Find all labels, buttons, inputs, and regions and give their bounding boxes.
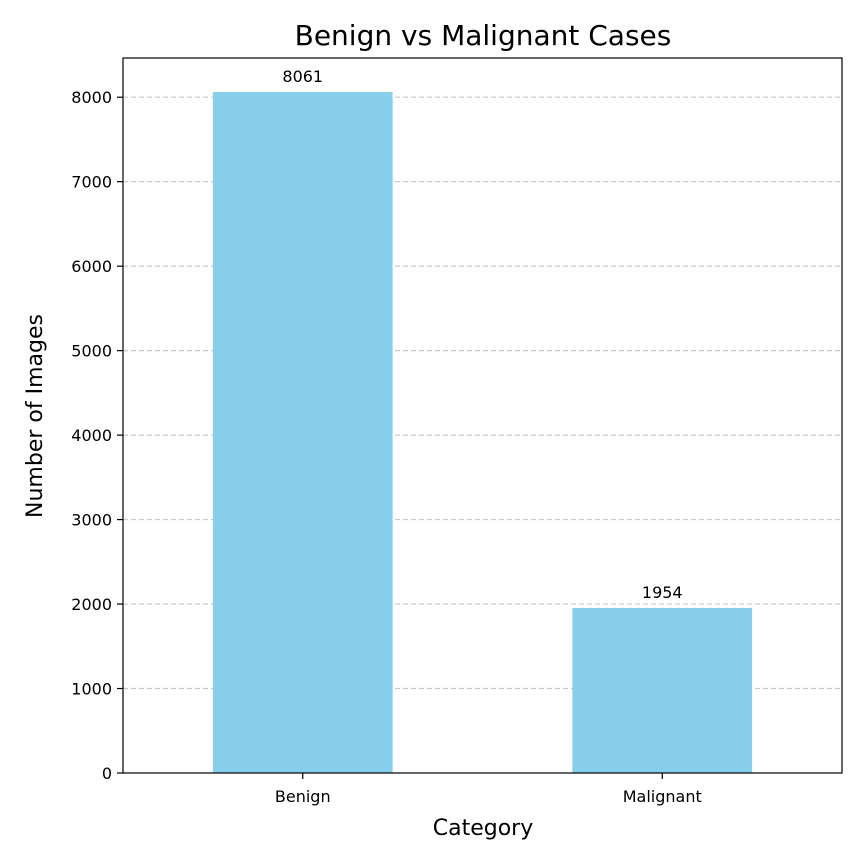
y-axis-label: Number of Images xyxy=(23,314,48,518)
y-tick-label-7: 7000 xyxy=(71,173,112,192)
chart-title: Benign vs Malignant Cases xyxy=(295,19,672,52)
x-axis-ticks: Benign Malignant xyxy=(275,773,702,806)
x-tick-label-benign: Benign xyxy=(275,787,331,806)
y-axis-ticks: 0 1000 2000 3000 4000 5000 6000 7000 8000 xyxy=(71,88,123,783)
bars xyxy=(212,92,753,774)
y-tick-label-0: 0 xyxy=(102,764,112,783)
bar-malignant xyxy=(572,607,753,773)
data-label-benign: 8061 xyxy=(282,67,323,86)
y-tick-label-4: 4000 xyxy=(71,426,112,445)
y-tick-label-5: 5000 xyxy=(71,342,112,361)
data-label-malignant: 1954 xyxy=(642,583,683,602)
y-tick-label-1: 1000 xyxy=(71,680,112,699)
plot-frame xyxy=(122,57,843,774)
y-tick-label-2: 2000 xyxy=(71,595,112,614)
x-tick-label-malignant: Malignant xyxy=(623,787,702,806)
y-tick-label-8: 8000 xyxy=(71,88,112,107)
y-tick-label-6: 6000 xyxy=(71,257,112,276)
bar-benign xyxy=(212,92,393,774)
x-axis-label: Category xyxy=(433,816,534,841)
y-tick-label-3: 3000 xyxy=(71,511,112,530)
data-labels: 8061 1954 xyxy=(282,67,682,602)
